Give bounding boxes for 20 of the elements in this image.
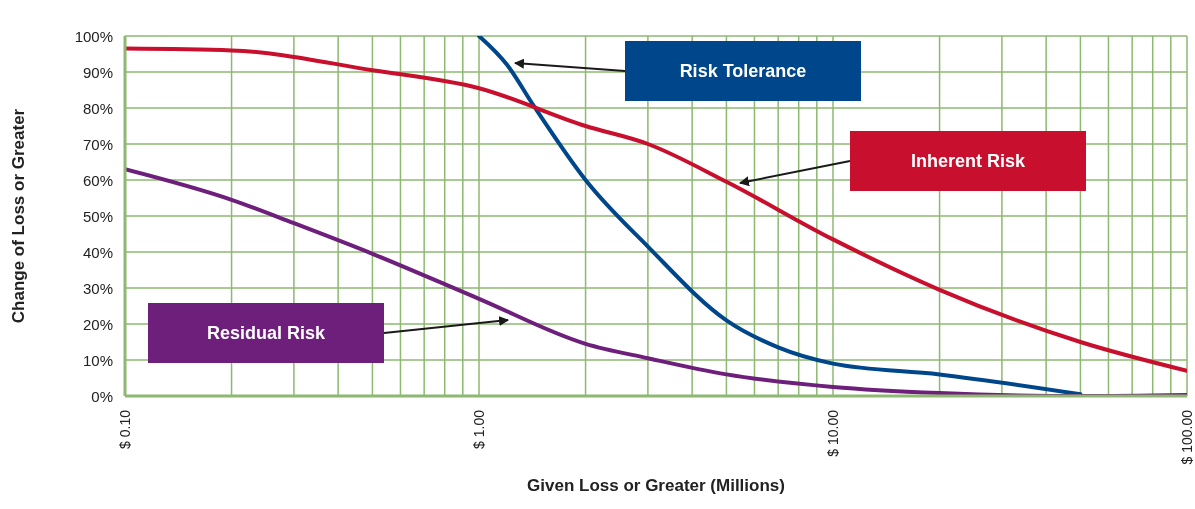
x-tick-label: $ 10.00 — [825, 409, 841, 457]
y-tick-label: 50% — [82, 207, 113, 225]
y-tick-label: 10% — [82, 351, 113, 369]
annotation: Risk Tolerance — [679, 61, 807, 81]
x-tick-label: $ 0.10 — [117, 409, 133, 449]
y-tick-label: 40% — [82, 243, 113, 261]
y-tick-label: 0% — [91, 387, 113, 405]
x-tick-label: $ 100.00 — [1179, 409, 1195, 465]
y-tick-label: 100% — [74, 27, 113, 45]
x-axis-title: Given Loss or Greater (Millions) — [527, 476, 785, 495]
annotation: Residual Risk — [206, 323, 327, 343]
y-tick-label: 60% — [82, 171, 113, 189]
y-tick-label: 30% — [82, 279, 113, 297]
y-axis-title: Change of Loss or Greater — [9, 108, 29, 324]
y-tick-label: 70% — [82, 135, 113, 153]
y-tick-label: 80% — [82, 99, 113, 117]
annotation: Inherent Risk — [910, 151, 1026, 171]
y-tick-label: 90% — [82, 63, 113, 81]
y-tick-label: 20% — [82, 315, 113, 333]
x-tick-label: $ 1.00 — [471, 409, 487, 449]
